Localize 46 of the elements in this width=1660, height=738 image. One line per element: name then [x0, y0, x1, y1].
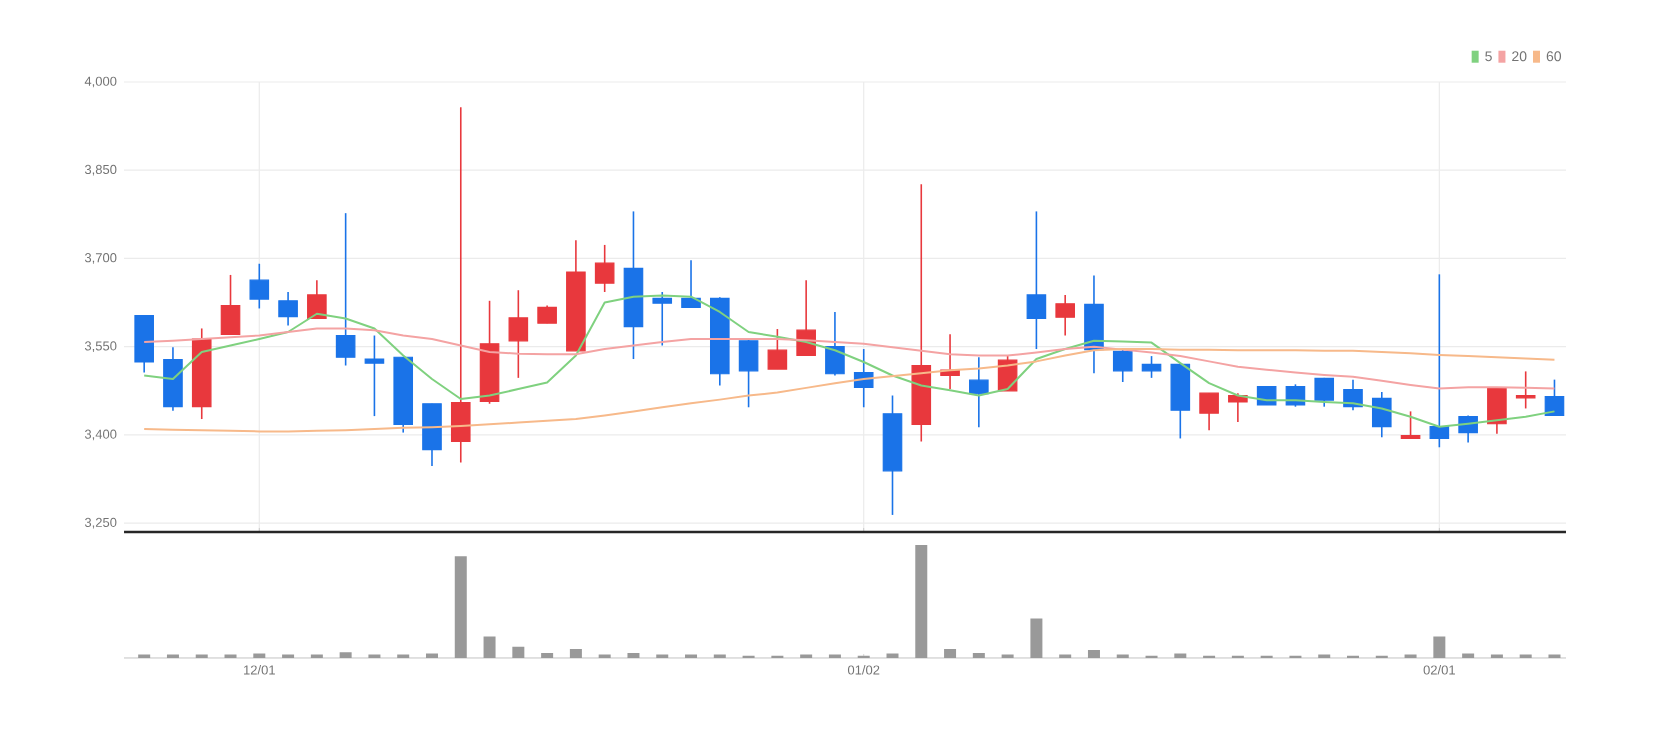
candlestick [1314, 377, 1335, 408]
bar [454, 556, 467, 658]
bar [483, 636, 496, 658]
bar [627, 652, 640, 658]
bar [339, 652, 352, 658]
candlestick [249, 262, 270, 310]
bar [569, 648, 582, 658]
candlestick [652, 291, 673, 347]
bar [972, 652, 985, 658]
candlestick [1487, 387, 1507, 435]
candlestick [278, 291, 298, 327]
candlestick [594, 244, 615, 293]
candlestick [134, 314, 154, 374]
candlestick [738, 338, 759, 409]
candlestick [163, 346, 183, 412]
candlestick [1544, 378, 1565, 417]
bar [1087, 650, 1100, 658]
bar [944, 648, 957, 658]
candlestick [1055, 294, 1075, 337]
bar [1030, 618, 1043, 658]
candlestick [1199, 392, 1219, 432]
candlestick [1285, 383, 1306, 408]
candlestick [1371, 391, 1392, 439]
candlestick [767, 328, 788, 370]
candlestick [335, 212, 356, 367]
candlestick [1112, 347, 1133, 383]
candlestick [969, 356, 989, 429]
candlestick [450, 106, 471, 464]
bar [1433, 636, 1446, 658]
candlestick [1400, 410, 1421, 440]
candlestick [1343, 378, 1363, 412]
candlestick [1026, 210, 1047, 350]
candlestick [364, 334, 385, 417]
bar [915, 545, 928, 658]
candlestick [220, 274, 241, 336]
bar [541, 652, 554, 658]
bar [512, 646, 525, 658]
candlestick [1429, 273, 1450, 449]
candlestick [1170, 362, 1191, 440]
candlestick [1515, 370, 1536, 410]
candlestick [681, 259, 701, 309]
candlestick [1084, 274, 1104, 374]
candlestick [508, 289, 529, 379]
candlestick [422, 402, 442, 467]
candlestick [825, 311, 845, 377]
candlestick [307, 279, 327, 320]
